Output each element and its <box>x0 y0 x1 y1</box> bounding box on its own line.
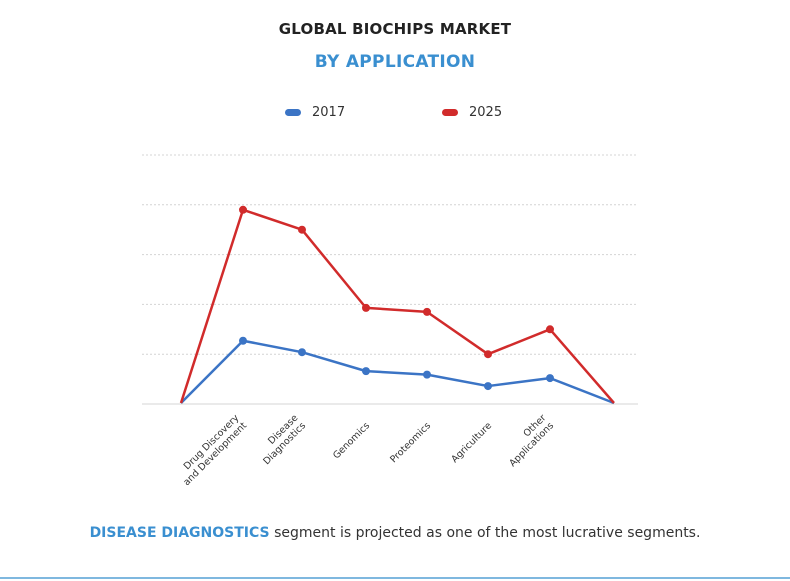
x-tick-label-1: Drug Discoveryand Development <box>174 412 250 488</box>
legend-swatch-2017 <box>285 108 301 116</box>
point-2017-6 <box>546 374 554 383</box>
legend-label-2025: 2025 <box>469 104 503 120</box>
legend-swatch-2025 <box>442 108 458 116</box>
chart-title: GLOBAL BIOCHIPS MARKET <box>278 20 512 38</box>
x-tick-label-line: Proteomics <box>388 420 433 465</box>
point-2017-4 <box>423 370 431 379</box>
legend-label-2017: 2017 <box>312 104 346 120</box>
x-tick-label-5: Agriculture <box>449 420 494 465</box>
footer-highlight: DISEASE DIAGNOSTICS <box>89 525 270 541</box>
series-line-2017 <box>180 339 615 405</box>
point-2025-4 <box>423 307 431 316</box>
point-2025-2 <box>298 225 306 234</box>
line-chart: Drug Discoveryand Development DiseaseDiag… <box>142 154 638 488</box>
point-2025-1 <box>239 205 247 214</box>
legend-item-2025: 2025 <box>442 104 502 120</box>
x-tick-label-4: Proteomics <box>388 420 433 465</box>
series-line-2025 <box>179 208 615 404</box>
point-2017-5 <box>484 382 492 391</box>
x-tick-label-2: DiseaseDiagnostics <box>254 412 309 467</box>
x-tick-label-3: Genomics <box>331 420 372 461</box>
point-2025-5 <box>484 350 492 359</box>
point-2017-2 <box>298 348 306 357</box>
chart-subtitle: BY APPLICATION <box>314 52 476 72</box>
point-2025-6 <box>546 325 554 334</box>
point-2017-3 <box>362 367 370 376</box>
point-2017-1 <box>239 336 247 345</box>
bottom-rule <box>0 577 790 579</box>
legend-item-2017: 2017 <box>285 104 345 120</box>
x-tick-label-6: OtherApplications <box>500 413 557 470</box>
footer-note: DISEASE DIAGNOSTICS segment is projected… <box>0 525 790 541</box>
footer-text: segment is projected as one of the most … <box>269 525 701 541</box>
x-tick-label-line: Genomics <box>331 420 372 461</box>
point-2025-3 <box>362 303 370 312</box>
x-tick-label-line: Agriculture <box>449 420 494 465</box>
